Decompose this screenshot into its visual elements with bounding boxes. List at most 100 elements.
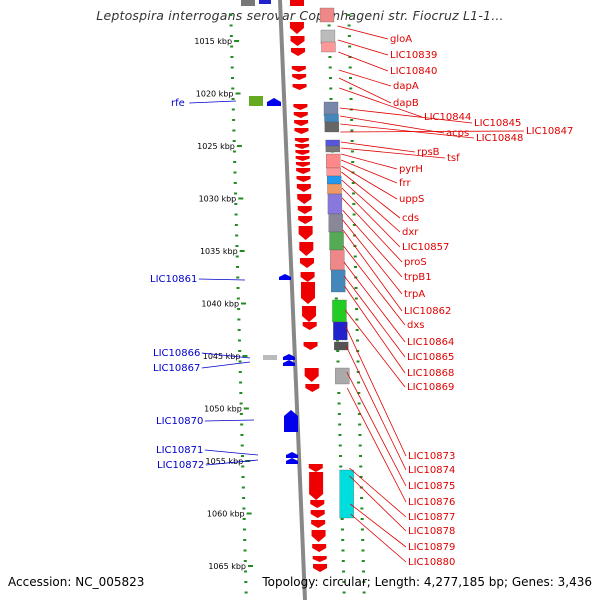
guide-dash [234,224,238,226]
forward-gene-label: proS [404,257,427,268]
cog-block [326,153,341,169]
guide-dash [236,276,240,279]
guide-dash [350,129,354,132]
guide-dash [229,35,233,37]
forward-gene-label: LIC10878 [408,526,455,537]
guide-dash [361,549,365,552]
guide-dash [238,371,242,373]
leader-line [349,467,407,518]
leader-line [342,219,403,295]
guide-dash [239,402,243,405]
kbp-tick-label: 1050 kbp [204,405,242,414]
leader-line [341,179,401,233]
guide-dash [240,423,244,426]
leader-line [342,229,403,312]
leader-line [343,245,406,326]
leader-line [204,419,255,422]
guide-dash [239,392,243,394]
leader-line [338,77,392,104]
topology-text: Topology: circular; Length: 4,277,185 bp… [262,575,592,589]
guide-dash [353,234,357,237]
guide-dash [361,539,365,541]
forward-gene-arrow [291,48,306,56]
reverse-gene-label: LIC10861 [150,274,197,285]
guide-dash [229,24,233,27]
guide-dash [338,444,342,447]
guide-dash [342,581,346,583]
kbp-tick-label: 1055 kbp [206,457,244,466]
forward-gene-arrow [294,128,309,134]
guide-dash [348,45,352,48]
leader-line [189,100,237,104]
cog-block [327,175,342,185]
leader-line [341,159,398,184]
guide-dash [356,350,360,352]
cog-block [330,249,345,271]
guide-dash [350,150,354,153]
guide-dash [329,98,333,100]
cog-block [334,341,349,351]
leader-line [340,130,525,133]
guide-dash [232,150,236,153]
forward-gene-arrow [302,322,317,330]
kbp-tick-label: 1045 kbp [203,352,241,361]
forward-gene-label: uppS [399,194,424,205]
cog-block [332,299,347,323]
guide-dash [336,360,340,363]
forward-gene-label: LIC10874 [408,465,455,476]
guide-dash [232,129,236,132]
accession-text: Accession: NC_005823 [8,575,145,589]
guide-dash [340,528,344,531]
forward-gene-arrow [308,464,323,472]
guide-dash [242,497,246,499]
kbp-tick-label: 1065 kbp [208,562,246,571]
leader-line [340,141,416,153]
guide-dash [359,465,363,468]
guide-dash [235,266,239,268]
kbp-tick-label: 1040 kbp [201,300,239,309]
leader-line [341,187,401,248]
forward-gene-label: LIC10879 [408,542,455,553]
guide-dash [348,66,352,69]
forward-gene-arrow [289,22,304,34]
forward-gene-arrow [292,74,307,80]
kbp-tick-label: 1035 kbp [200,247,238,256]
leader-line [338,51,389,72]
guide-dash [360,497,364,499]
forward-gene-arrow [293,104,308,110]
guide-dash [336,350,340,352]
forward-gene-label: cds [402,213,419,224]
leader-line [201,361,251,369]
guide-dash [360,528,364,531]
leader-line [339,107,473,124]
guide-dash [362,581,366,583]
guide-dash [362,570,366,573]
guide-dash [238,350,242,352]
cog-block [321,41,336,53]
forward-gene-arrow [297,206,312,214]
forward-gene-label: LIC10869 [407,382,454,393]
guide-dash [360,518,364,520]
forward-gene-label: rpsB [417,147,440,158]
forward-gene-arrow [290,36,305,46]
cog-block [329,231,344,251]
guide-dash [243,560,247,562]
guide-dash [340,518,344,520]
forward-gene-arrow [295,144,310,149]
guide-dash [335,339,339,342]
forward-gene-arrow [296,184,311,192]
guide-dash [347,14,351,16]
guide-dash [358,444,362,447]
forward-gene-label: LIC10873 [408,451,455,462]
kbp-tick-label: 1030 kbp [199,195,237,204]
forward-gene-label: gloA [390,34,412,45]
leader-line [346,387,407,503]
forward-gene-label: LIC10876 [408,497,455,508]
leader-line [349,475,407,532]
guide-dash [349,98,353,100]
leader-line [204,449,259,456]
leader-line [344,285,406,374]
guide-dash [236,287,240,289]
kbp-tick-label: 1020 kbp [196,90,234,99]
